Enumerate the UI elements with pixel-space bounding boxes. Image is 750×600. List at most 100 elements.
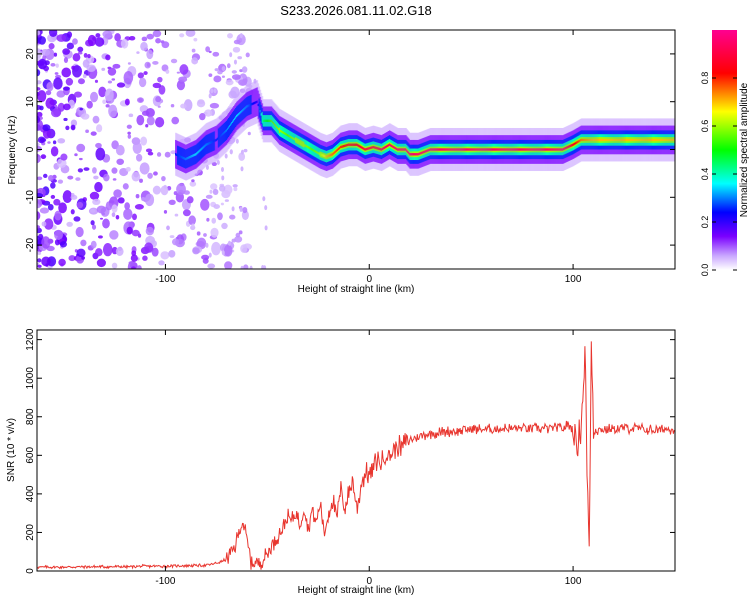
ridge-core-cell xyxy=(211,140,214,144)
ridge-core-cell xyxy=(246,105,248,108)
ridge-core-cell xyxy=(353,143,355,146)
noise-blob xyxy=(70,209,75,215)
ridge-core-cell xyxy=(293,137,295,140)
ridge-core-cell xyxy=(567,145,569,149)
noise-blob xyxy=(161,175,166,182)
noise-blob xyxy=(58,258,66,267)
ridge-core-cell xyxy=(375,146,378,150)
ridge-core-cell xyxy=(186,157,188,160)
snr-x-tick-label: -100 xyxy=(155,576,175,587)
ridge-core-cell xyxy=(318,152,321,155)
noise-blob xyxy=(238,230,243,235)
noise-blob xyxy=(45,97,55,109)
ridge-core-cell xyxy=(177,154,179,157)
ridge-core-cell xyxy=(335,150,337,153)
noise-blob xyxy=(158,85,166,95)
ridge-core-cell xyxy=(376,147,379,150)
ridge-core-cell xyxy=(650,138,653,142)
ridge-core-cell xyxy=(658,138,660,142)
ridge-core-cell xyxy=(444,148,446,151)
ridge-core-cell xyxy=(425,149,428,153)
noise-blob xyxy=(75,177,81,181)
ridge-core-cell xyxy=(338,147,340,151)
noise-blob xyxy=(152,30,162,38)
spectrogram-x-tick-label: 0 xyxy=(366,274,372,285)
ridge-core-cell xyxy=(395,147,397,150)
noise-blob xyxy=(141,36,148,42)
noise-blob xyxy=(144,61,151,69)
noise-blob xyxy=(48,175,54,182)
noise-blob xyxy=(93,175,99,180)
ridge-core-cell xyxy=(571,143,574,147)
noise-blob xyxy=(43,218,54,230)
ridge-core-cell xyxy=(627,138,630,142)
ridge-core-cell xyxy=(519,148,522,151)
ridge-core-cell xyxy=(385,145,388,148)
ridge-core-cell xyxy=(398,148,400,151)
noise-blob xyxy=(160,251,170,260)
ridge-core-cell xyxy=(541,148,544,151)
ridge-core-cell xyxy=(329,153,332,157)
noise-blob xyxy=(208,73,213,77)
noise-blob xyxy=(240,265,244,269)
noise-blob xyxy=(86,100,93,109)
ridge-core-cell xyxy=(597,138,600,142)
ridge-core-cell xyxy=(326,155,329,158)
ridge-core-cell xyxy=(556,148,558,151)
ridge-core-cell xyxy=(304,144,307,147)
spectrogram-y-ticks: -20 -10 0 10 20 xyxy=(25,48,675,252)
ridge-core-cell xyxy=(310,147,313,151)
ridge-core-cell xyxy=(594,138,597,142)
spectrogram-y-tick-label: 20 xyxy=(25,48,36,60)
noise-blob xyxy=(153,171,158,176)
noise-blob xyxy=(75,226,84,238)
ridge-core-cell xyxy=(460,148,462,151)
ridge-core-cell xyxy=(647,138,650,142)
ridge-core-cell xyxy=(361,146,364,149)
ridge-core-cell xyxy=(256,100,259,103)
noise-blob xyxy=(207,263,216,269)
ridge-core-cell xyxy=(564,147,566,150)
ridge-core-cell xyxy=(379,148,382,151)
ridge-core-cell xyxy=(330,153,333,156)
ridge-core-cell xyxy=(350,143,352,146)
ridge-core-cell xyxy=(588,138,591,142)
ridge-core-cell xyxy=(193,154,195,157)
ridge-core-cell xyxy=(471,148,474,151)
noise-blob xyxy=(114,33,121,42)
ridge-core-cell xyxy=(198,150,201,153)
ridge-core-cell xyxy=(274,124,277,127)
noise-blob xyxy=(143,71,148,76)
noise-blob xyxy=(81,256,86,260)
ridge-core-cell xyxy=(666,138,668,142)
noise-blob xyxy=(39,105,44,111)
ridge-core-cell xyxy=(409,153,412,156)
ridge-core-cell xyxy=(289,135,291,138)
ridge-core-cell xyxy=(400,148,402,151)
ridge-core-cell xyxy=(624,138,627,142)
ridge-core-cell xyxy=(458,148,460,151)
ridge-core-cell xyxy=(248,104,250,107)
noise-blob xyxy=(145,124,149,128)
noise-blob xyxy=(158,260,165,266)
noise-blob xyxy=(136,114,145,126)
snr-frame xyxy=(36,329,676,572)
ridge-core-cell xyxy=(432,148,435,151)
noise-blob xyxy=(264,205,268,211)
spectrogram-x-tick-label: 100 xyxy=(565,274,582,285)
ridge-core-cell xyxy=(217,136,220,140)
ridge-core-cell xyxy=(240,111,242,114)
noise-blob xyxy=(188,215,196,226)
ridge-core-cell xyxy=(436,148,439,151)
noise-blob xyxy=(264,225,268,231)
noise-blob xyxy=(212,188,219,196)
ridge-core-cell xyxy=(654,138,656,142)
noise-blob xyxy=(220,167,224,173)
noise-blob xyxy=(240,149,244,155)
noise-blob xyxy=(96,124,103,133)
snr-y-axis-label: SNR (10 * v/v) xyxy=(6,418,17,482)
noise-blob xyxy=(224,153,228,159)
noise-blob xyxy=(239,206,243,212)
noise-blob xyxy=(111,78,116,81)
